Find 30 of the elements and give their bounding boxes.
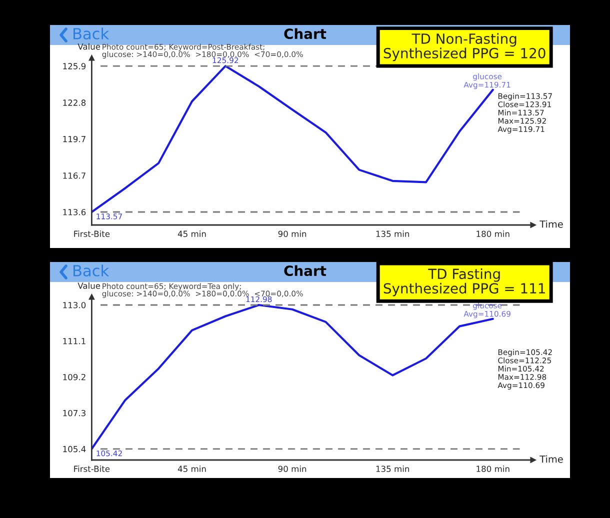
x-tick-label: First-Bite (74, 466, 110, 472)
x-tick-label: 180 min (476, 466, 510, 472)
text: TD Fasting Synthesized PPG = 111 (384, 268, 545, 296)
x-axis-title: Time (540, 455, 563, 463)
y-tick-label: 116.7 (63, 172, 86, 179)
y-tick-label: 111.1 (63, 338, 86, 344)
x-tick-label: 135 min (376, 466, 410, 472)
y-tick-label: 119.7 (63, 136, 86, 142)
y-tick-label: 113.0 (63, 302, 86, 308)
y-tick-label: 125.9 (63, 63, 86, 70)
x-tick-label: 45 min (178, 466, 206, 472)
x-tick-label: 180 min (476, 230, 510, 238)
annotation: TD Non-Fasting Synthesized PPG = 120 (384, 33, 546, 62)
y-axis-title: Value (78, 43, 100, 50)
y-tick-label: 122.8 (63, 100, 86, 106)
text: Chart (284, 265, 326, 276)
x-axis-title: Time (540, 220, 563, 228)
x-tick-label: 45 min (178, 230, 206, 238)
x-tick-label: 90 min (278, 230, 306, 238)
y-tick-label: 105.4 (63, 446, 86, 452)
y-tick-label: 109.2 (63, 374, 86, 380)
text: Back (74, 28, 110, 40)
x-tick-label: 135 min (376, 230, 410, 238)
y-tick-label: 107.3 (63, 410, 86, 416)
x-tick-label: First-Bite (74, 230, 110, 238)
y-tick-label: 113.6 (63, 208, 86, 216)
y-axis-title: Value (78, 282, 100, 289)
text: Chart (284, 28, 326, 40)
x-tick-label: 90 min (278, 466, 306, 472)
text: Back (74, 264, 110, 276)
